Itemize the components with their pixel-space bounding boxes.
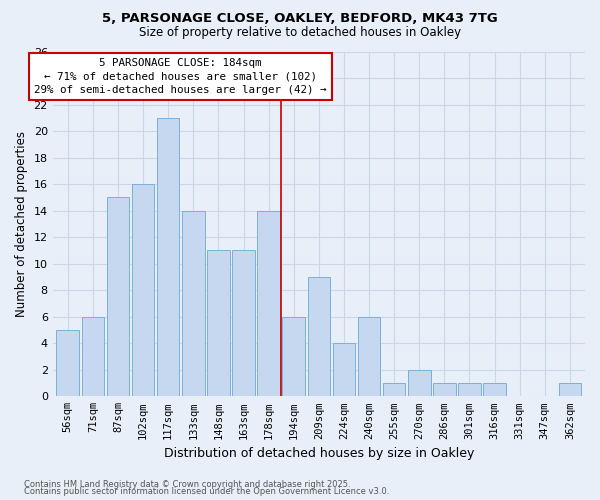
Bar	[408, 370, 431, 396]
Text: 5, PARSONAGE CLOSE, OAKLEY, BEDFORD, MK43 7TG: 5, PARSONAGE CLOSE, OAKLEY, BEDFORD, MK4…	[102, 12, 498, 26]
Bar	[56, 330, 79, 396]
Bar	[257, 210, 280, 396]
Bar	[559, 383, 581, 396]
Bar	[82, 316, 104, 396]
Bar	[484, 383, 506, 396]
Bar	[157, 118, 179, 396]
Bar	[433, 383, 455, 396]
Text: Contains public sector information licensed under the Open Government Licence v3: Contains public sector information licen…	[24, 488, 389, 496]
Bar	[182, 210, 205, 396]
Bar	[458, 383, 481, 396]
Bar	[383, 383, 406, 396]
Text: 5 PARSONAGE CLOSE: 184sqm
← 71% of detached houses are smaller (102)
29% of semi: 5 PARSONAGE CLOSE: 184sqm ← 71% of detac…	[34, 58, 327, 94]
Y-axis label: Number of detached properties: Number of detached properties	[15, 131, 28, 317]
Bar	[207, 250, 230, 396]
Bar	[283, 316, 305, 396]
Bar	[332, 344, 355, 396]
Bar	[132, 184, 154, 396]
Bar	[107, 198, 129, 396]
Text: Size of property relative to detached houses in Oakley: Size of property relative to detached ho…	[139, 26, 461, 39]
Bar	[358, 316, 380, 396]
Text: Contains HM Land Registry data © Crown copyright and database right 2025.: Contains HM Land Registry data © Crown c…	[24, 480, 350, 489]
Bar	[308, 277, 330, 396]
X-axis label: Distribution of detached houses by size in Oakley: Distribution of detached houses by size …	[164, 447, 474, 460]
Bar	[232, 250, 255, 396]
